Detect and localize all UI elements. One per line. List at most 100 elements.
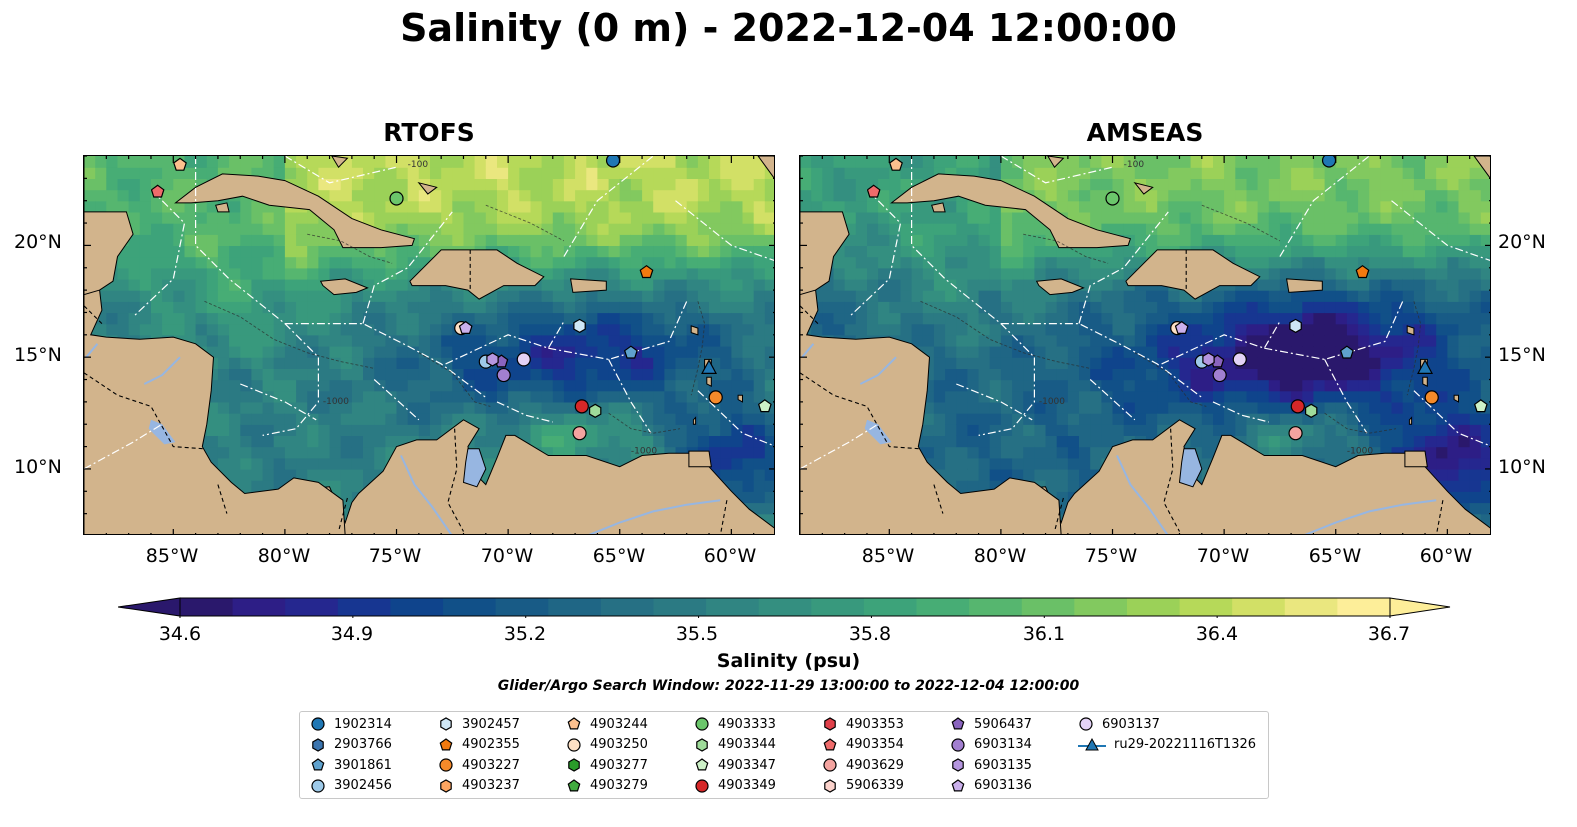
legend-label: 4903347 [718,757,776,773]
eez-boundary [1264,301,1404,361]
lake-maracaibo [462,448,487,488]
legend-label: 5906437 [974,716,1032,732]
float-marker-4903244 [173,157,187,171]
eez-boundary [675,200,774,262]
legend-marker-icon [696,737,708,752]
contour-label: -1000 [323,397,349,407]
legend-marker [567,778,581,791]
map-panel-amseas[interactable]: -100 -1000 -1000 [799,155,1491,535]
legend-item: 4903349 [694,776,776,796]
eez-boundary [1391,200,1490,262]
eez-boundary [910,156,1035,436]
legend-marker-icon [823,737,837,750]
river [1304,499,1437,534]
x-tick-label: 70°W [1196,545,1250,567]
country-border [337,497,348,532]
legend: 1902314 2903766 3901861 3902456 3902457 49023… [299,711,1269,799]
legend-item: 4903237 [438,776,520,796]
eez-boundary [132,189,186,318]
legend-marker [312,737,324,752]
eez-boundary [373,379,420,421]
country-border [720,500,728,534]
country-border [1436,500,1444,534]
legend-item: 6903134 [950,735,1032,755]
eez-boundary [284,156,397,184]
legend-marker-icon [951,778,965,791]
eez-boundary [697,390,774,447]
legend-item: 4902355 [438,735,520,755]
legend-label: 1902314 [334,716,392,732]
legend-marker-icon [312,737,324,752]
legend-marker [311,778,325,793]
eez-boundary [496,401,553,423]
legend-label: 4903333 [718,716,776,732]
lake-maracaibo [1178,448,1203,488]
contour-label: -1000 [631,446,657,456]
river [143,356,181,385]
legend-marker [951,717,965,730]
x-tick-label: 80°W [973,545,1027,567]
float-marker-4902355 [639,264,654,279]
legend-label: 6903136 [974,778,1032,793]
float-marker-4903347 [757,399,772,413]
country-border [84,305,103,324]
salinity-colorbar [118,597,1451,618]
glider-marker [1417,359,1434,374]
legend-item: 6903135 [950,755,1032,775]
float-markers [866,156,1488,441]
contour-label: -1000 [1347,446,1373,456]
map-panel-rtofs[interactable]: -100 -1000 -1000 [83,155,775,535]
bathymetry-contour [1023,233,1109,264]
colorbar-tick-label: 35.2 [503,623,547,645]
float-marker-6903137 [516,352,531,367]
legend-item: 4903333 [694,714,776,734]
contour-label: -100 [408,160,429,170]
legend-marker [952,758,964,772]
y-tick-label: 10°N [1498,456,1546,478]
legend-label: ru29-20221116T1326 [1114,737,1257,752]
legend-label: 6903135 [974,757,1032,773]
y-tick-label: 20°N [14,231,62,253]
legend-marker [823,737,837,750]
search-window-caption: Glider/Argo Search Window: 2022-11-29 13… [497,678,1080,694]
legend-label: 4903349 [718,778,776,793]
float-marker-4903629 [572,426,587,441]
float-marker-3901861 [623,345,638,359]
river [1116,455,1169,534]
panel-title-rtofs: RTOFS [383,118,475,147]
x-tick-label: 65°W [1308,545,1362,567]
eez-boundary [445,321,565,365]
legend-label: 4903279 [590,778,648,793]
contour-label: -1000 [1039,397,1065,407]
river [400,455,453,534]
bathymetry-contour [1406,301,1422,396]
x-tick-label: 85°W [145,545,199,567]
bathymetry-contour [690,301,706,396]
colorbar-label: Salinity (psu) [716,650,861,672]
legend-marker-icon [824,778,836,793]
country-border [447,428,464,532]
legend-item: 4903250 [566,735,648,755]
bathymetry-contour [418,352,491,407]
legend-item: 5906339 [822,776,904,796]
legend-marker [695,717,709,731]
legend-item: 4903353 [822,714,904,734]
legend-marker [311,717,325,731]
legend-marker-icon [439,737,453,750]
legend-marker [440,778,452,793]
legend-item: 3902457 [438,714,520,734]
y-tick-label: 20°N [1498,231,1546,253]
legend-item: 6903137 [1078,714,1160,734]
legend-marker-icon [1079,717,1093,731]
float-marker-4903349 [1290,399,1305,414]
float-markers [150,156,772,441]
country-border [217,484,228,514]
legend-marker-icon [440,778,452,793]
colorbar-tick-label: 34.9 [330,623,374,645]
eez-boundary [1089,379,1136,421]
legend-item: 4903347 [694,755,776,775]
legend-marker-icon [567,737,581,752]
eez-boundary [800,423,879,470]
float-marker-4903354 [150,184,165,198]
legend-item: 4903344 [694,735,776,755]
